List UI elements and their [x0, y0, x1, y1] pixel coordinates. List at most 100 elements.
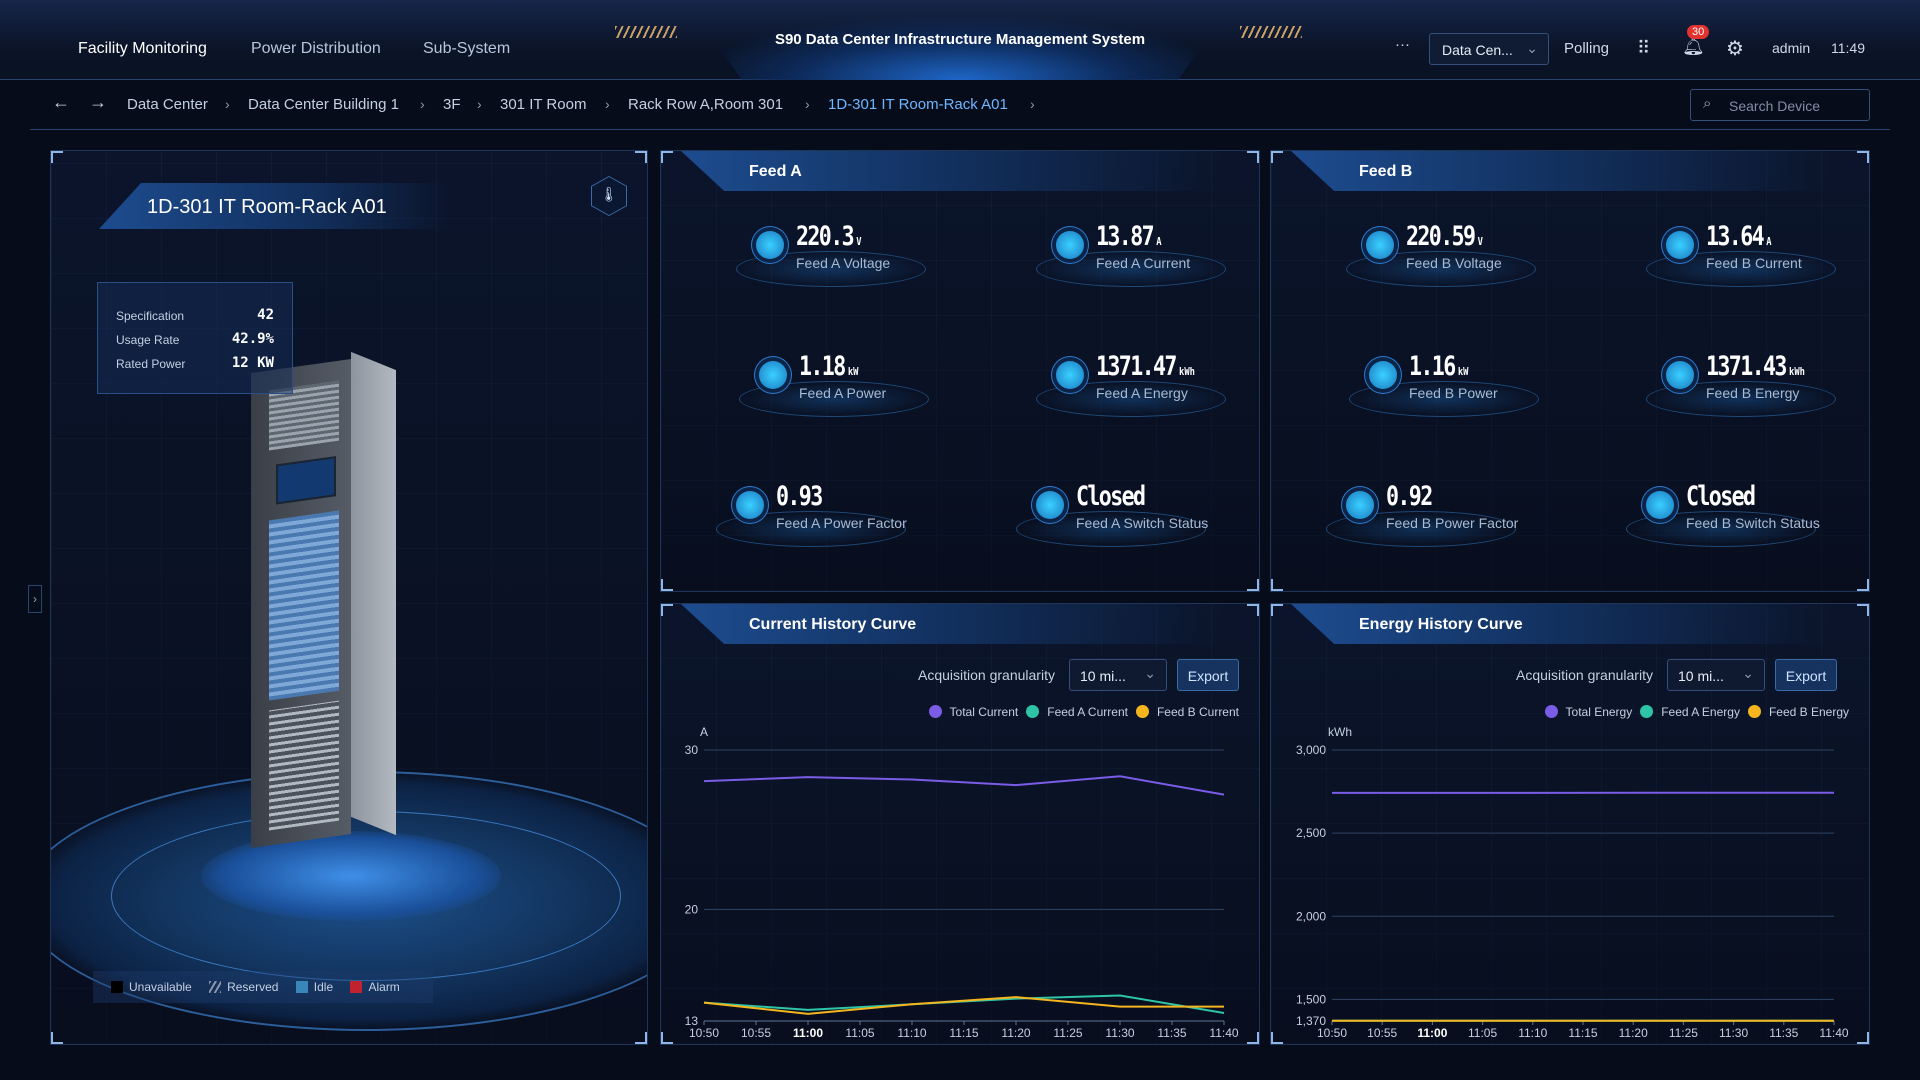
apps-grid-icon[interactable]: ⠿	[1637, 38, 1651, 58]
polling-button[interactable]: Polling	[1564, 40, 1610, 57]
nav-facility-monitoring[interactable]: Facility Monitoring	[78, 40, 207, 57]
x-tick-label: 11:25	[1669, 1026, 1698, 1040]
feed-title: Feed B	[1359, 163, 1413, 180]
metric-value: 13.64 A	[1706, 221, 1772, 252]
export-button[interactable]: Export	[1775, 659, 1837, 691]
chevron-right-icon: ›	[477, 96, 482, 112]
metric-unit: kWh	[1179, 365, 1195, 378]
nav-sub-system[interactable]: Sub-System	[423, 40, 511, 57]
breadcrumb-item[interactable]: Rack Row A,Room 301	[628, 96, 784, 113]
title-glow	[700, 18, 1220, 80]
series-line-feed-b-current	[703, 996, 1224, 1015]
corner	[1857, 579, 1869, 591]
metric-unit: kWh	[1789, 365, 1805, 378]
corner	[1247, 604, 1259, 616]
search-icon: ⌕	[1703, 95, 1712, 112]
chevron-down-icon: ⌄	[1742, 665, 1754, 681]
search-placeholder: Search Device	[1729, 98, 1821, 114]
breadcrumb-item[interactable]: 301 IT Room	[500, 96, 587, 113]
metric-number: Closed	[1686, 481, 1756, 512]
corner	[661, 604, 673, 616]
metric-card: 1371.43 kWh Feed B Energy	[1646, 351, 1920, 431]
rack-title: 1D-301 IT Room-Rack A01	[147, 196, 387, 218]
breadcrumb-item[interactable]: 3F	[443, 96, 461, 113]
rated-power-label: Rated Power	[116, 357, 186, 371]
metric-card: 220.3 V Feed A Voltage	[736, 221, 1016, 301]
chart-title: Current History Curve	[749, 616, 917, 633]
granularity-select[interactable]: 10 mi... ⌄	[1667, 659, 1765, 691]
metric-value: 1371.43 kWh	[1706, 351, 1805, 382]
feed-a-panel: Feed A 220.3 V Feed A Voltage 13.87 A Feed…	[660, 150, 1260, 592]
back-arrow-icon[interactable]: ←	[52, 92, 70, 112]
legend-dot	[1135, 705, 1149, 718]
nav-power-distribution[interactable]: Power Distribution	[251, 40, 381, 57]
legend-dot	[1544, 705, 1558, 718]
temperature-button[interactable]: 🌡︎	[591, 176, 627, 216]
metric-card: 13.87 A Feed A Current	[1036, 221, 1316, 301]
metric-number: 1.18	[799, 351, 846, 382]
energy-history-panel: Energy History Curve Acquisition granular…	[1270, 603, 1870, 1045]
metric-unit: kW	[1457, 365, 1469, 378]
spec-value: 42	[257, 307, 274, 323]
y-tick-label: 1,500	[1296, 992, 1326, 1006]
meter-icon	[1036, 491, 1064, 519]
x-tick-label: 11:20	[1001, 1026, 1030, 1040]
idle-swatch	[295, 981, 308, 993]
meter-icon	[1366, 231, 1394, 259]
user-name[interactable]: admin	[1772, 40, 1811, 56]
granularity-value: 10 mi...	[1678, 668, 1724, 684]
granularity-label: Acquisition granularity	[918, 667, 1055, 683]
rack-cabinet	[251, 358, 351, 849]
x-tick-label: 10:50	[689, 1026, 719, 1040]
export-button[interactable]: Export	[1177, 659, 1239, 691]
rack-panel: 1D-301 IT Room-Rack A01 🌡︎ Specification…	[50, 150, 648, 1045]
corner	[1857, 1032, 1869, 1044]
metric-unit: A	[1156, 235, 1162, 248]
rack-idle-units	[269, 510, 339, 701]
rack-screen	[276, 456, 336, 505]
granularity-select[interactable]: 10 mi... ⌄	[1069, 659, 1167, 691]
metric-label: Feed A Switch Status	[1076, 515, 1209, 531]
metric-number: 13.87	[1096, 221, 1155, 252]
chart-legend: Total Current Feed A Current Feed B Curren…	[921, 705, 1239, 719]
chevron-right-icon: ›	[1030, 96, 1035, 112]
metric-value: Closed	[1686, 481, 1758, 512]
corner	[1271, 604, 1283, 616]
legend-alarm: Alarm	[368, 980, 400, 994]
x-tick-label: 11:10	[1518, 1026, 1547, 1040]
more-button[interactable]: ···	[1395, 36, 1410, 53]
meter-icon	[1056, 361, 1084, 389]
gear-icon[interactable]: ⚙	[1726, 38, 1744, 60]
breadcrumb-current: 1D-301 IT Room-Rack A01	[828, 96, 1008, 113]
metric-number: 13.64	[1706, 221, 1765, 252]
rack-title-bar	[99, 183, 449, 229]
x-tick-label: 11:40	[1819, 1026, 1848, 1040]
forward-arrow-icon[interactable]: →	[89, 92, 107, 112]
x-tick-label: 11:25	[1053, 1026, 1082, 1040]
metric-ring	[1646, 381, 1836, 417]
breadcrumb-item[interactable]: Data Center	[127, 96, 208, 113]
metric-value: 220.59 V	[1406, 221, 1483, 252]
granularity-value: 10 mi...	[1080, 668, 1126, 684]
corner	[1271, 579, 1283, 591]
corner	[1247, 151, 1259, 163]
corner	[661, 151, 673, 163]
search-input[interactable]: ⌕ Search Device	[1690, 89, 1870, 121]
chevron-right-icon: ›	[805, 96, 810, 112]
metric-value: 1.16 kW	[1409, 351, 1468, 382]
corner	[51, 1032, 63, 1044]
x-tick-label: 11:20	[1619, 1026, 1648, 1040]
metric-label: Feed A Power	[799, 385, 887, 401]
clock: 11:49	[1831, 40, 1865, 56]
sidebar-expand-button[interactable]: ›	[28, 585, 42, 613]
x-tick-label: 11:10	[897, 1026, 926, 1040]
bell-icon[interactable]: 🔔︎	[1682, 36, 1705, 56]
metric-number: 220.59	[1406, 221, 1476, 252]
corner	[661, 1032, 673, 1044]
meter-icon	[736, 491, 764, 519]
site-select[interactable]: Data Cen... ⌄	[1429, 33, 1549, 65]
legend-label: Feed A Energy	[1661, 705, 1740, 719]
granularity-label: Acquisition granularity	[1516, 667, 1653, 683]
breadcrumb-item[interactable]: Data Center Building 1	[248, 96, 399, 113]
